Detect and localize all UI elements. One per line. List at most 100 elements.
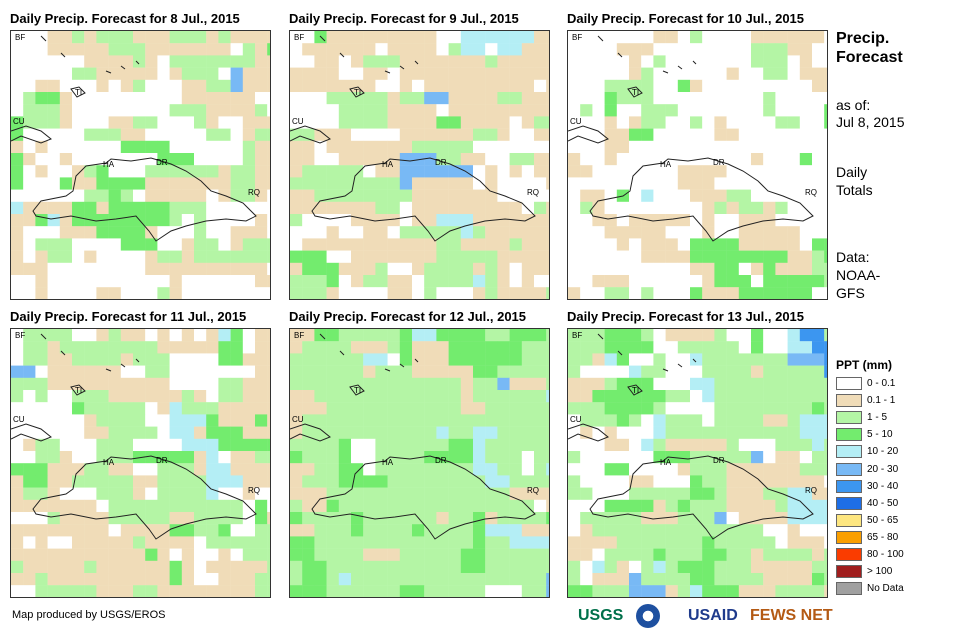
- legend-label: 20 - 30: [867, 463, 899, 475]
- map-label-cu: CU: [570, 117, 582, 126]
- map-label-dr: DR: [713, 456, 725, 465]
- hispaniola-outline: [32, 455, 257, 540]
- legend-item: 80 - 100: [836, 548, 904, 561]
- map-label-bf: BF: [572, 331, 583, 340]
- precip-grid: [290, 329, 549, 597]
- logo-usaid: USAID: [688, 607, 738, 624]
- map-label-bf: BF: [294, 33, 305, 42]
- legend-label: No Data: [867, 583, 904, 595]
- legend-label: > 100: [867, 566, 893, 578]
- forecast-map-panel: BF CU TI HA DR RQ: [289, 30, 550, 300]
- side-text-asof_date: Jul 8, 2015: [836, 114, 905, 130]
- forecast-map-panel: BF CU TI HA DR RQ: [567, 328, 828, 598]
- legend-item: 40 - 50: [836, 496, 899, 510]
- map-label-ha: HA: [382, 160, 394, 169]
- map-label-bf: BF: [15, 331, 26, 340]
- legend-swatch: [836, 496, 862, 510]
- legend-label: 80 - 100: [867, 549, 904, 560]
- map-label-ha: HA: [103, 160, 115, 169]
- legend-item: 20 - 30: [836, 462, 899, 476]
- map-label-ha: HA: [660, 458, 672, 467]
- panel-title: Daily Precip. Forecast for 12 Jul., 2015: [289, 309, 527, 324]
- hispaniola-outline: [311, 157, 536, 242]
- legend-item: No Data: [836, 582, 904, 596]
- map-label-rq: RQ: [805, 188, 817, 197]
- side-text-daily2: Totals: [836, 182, 873, 198]
- legend-label: 30 - 40: [867, 480, 899, 492]
- hispaniola-outline: [311, 455, 536, 540]
- precip-grid: [290, 31, 549, 299]
- side-text-title1: Precip.: [836, 30, 890, 47]
- map-label-rq: RQ: [248, 188, 260, 197]
- panel-title: Daily Precip. Forecast for 11 Jul., 2015: [10, 309, 247, 324]
- map-label-rq: RQ: [805, 486, 817, 495]
- legend-item: 1 - 5: [836, 411, 887, 425]
- side-text-data1: Data:: [836, 249, 870, 265]
- map-label-dr: DR: [435, 456, 447, 465]
- forecast-map-panel: BF CU TI HA DR RQ: [10, 30, 271, 300]
- side-text-asof_label: as of:: [836, 97, 871, 113]
- map-label-ti: TI: [354, 88, 362, 97]
- legend-item: 0.1 - 1: [836, 394, 896, 408]
- side-text-data3: GFS: [836, 285, 865, 301]
- side-text-data2: NOAA-: [836, 267, 881, 283]
- legend-swatch: [836, 479, 862, 493]
- logo-usgs: USGS: [578, 607, 624, 624]
- credit-text: Map produced by USGS/EROS: [12, 609, 166, 621]
- precip-grid: [11, 31, 270, 299]
- legend-swatch: [836, 565, 862, 579]
- legend-item: 5 - 10: [836, 428, 893, 442]
- map-label-rq: RQ: [527, 486, 539, 495]
- legend-title: PPT (mm): [836, 358, 893, 372]
- legend-label: 0.1 - 1: [867, 395, 896, 407]
- map-label-ti: TI: [75, 386, 83, 395]
- legend-item: 50 - 65: [836, 513, 899, 527]
- legend-label: 10 - 20: [867, 446, 899, 458]
- map-label-bf: BF: [572, 33, 583, 42]
- map-label-ti: TI: [75, 88, 83, 97]
- precip-grid: [568, 329, 827, 597]
- map-label-cu: CU: [13, 415, 25, 424]
- legend-swatch: [836, 462, 862, 476]
- legend-label: 5 - 10: [867, 429, 893, 441]
- map-label-cu: CU: [292, 415, 304, 424]
- panel-title: Daily Precip. Forecast for 9 Jul., 2015: [289, 11, 519, 26]
- legend-swatch: [836, 582, 862, 596]
- precip-grid: [11, 329, 270, 597]
- legend-item: 65 - 80: [836, 530, 899, 544]
- precip-grid: [568, 31, 827, 299]
- legend-label: 50 - 65: [867, 514, 899, 526]
- side-text-title2: Forecast: [836, 49, 903, 66]
- side-text-daily1: Daily: [836, 164, 868, 180]
- legend-swatch: [836, 411, 862, 425]
- map-label-ti: TI: [354, 386, 362, 395]
- map-label-dr: DR: [156, 158, 168, 167]
- hispaniola-outline: [32, 157, 257, 242]
- logo-fews: FEWS NET: [750, 607, 833, 624]
- map-label-dr: DR: [713, 158, 725, 167]
- legend-item: > 100: [836, 565, 893, 579]
- map-label-dr: DR: [435, 158, 447, 167]
- legend-item: 0 - 0.1: [836, 377, 895, 390]
- map-label-ha: HA: [382, 458, 394, 467]
- legend-swatch: [836, 394, 862, 408]
- map-label-cu: CU: [13, 117, 25, 126]
- noaa-logo: [636, 604, 660, 628]
- legend-label: 65 - 80: [867, 531, 899, 543]
- hispaniola-outline: [589, 157, 814, 242]
- panel-title: Daily Precip. Forecast for 13 Jul., 2015: [567, 309, 805, 324]
- hispaniola-outline: [589, 455, 814, 540]
- legend-item: 30 - 40: [836, 479, 899, 493]
- map-label-cu: CU: [292, 117, 304, 126]
- legend-swatch: [836, 377, 862, 390]
- forecast-map-panel: BF CU TI HA DR RQ: [567, 30, 828, 300]
- forecast-map-panel: BF CU TI HA DR RQ: [289, 328, 550, 598]
- map-label-ha: HA: [660, 160, 672, 169]
- map-label-rq: RQ: [248, 486, 260, 495]
- map-label-rq: RQ: [527, 188, 539, 197]
- map-label-bf: BF: [294, 331, 305, 340]
- legend-label: 40 - 50: [867, 497, 899, 509]
- panel-title: Daily Precip. Forecast for 8 Jul., 2015: [10, 11, 240, 26]
- legend-label: 0 - 0.1: [867, 378, 896, 389]
